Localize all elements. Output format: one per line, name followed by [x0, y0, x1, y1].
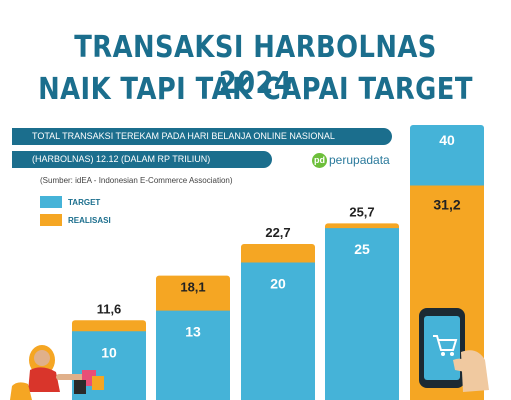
label-realisasi: 31,2 [433, 197, 460, 213]
label-realisasi: 22,7 [265, 225, 290, 240]
brand-logo-text: perupadata [329, 153, 390, 167]
label-realisasi: 11,6 [97, 301, 122, 316]
label-realisasi: 25,7 [349, 204, 374, 219]
bar-target [156, 310, 230, 400]
bar-target [325, 228, 399, 400]
legend-target-swatch [40, 196, 62, 208]
subtitle-line-2: (HARBOLNAS) 12.12 (DALAM RP TRILIUN) [12, 151, 272, 168]
legend-realisasi-swatch [40, 214, 62, 226]
label-target: 40 [439, 132, 455, 148]
chart-title-line-2: NAIK TAPI TAK CAPAI TARGET [38, 72, 473, 107]
shopper-illustration [10, 345, 104, 400]
legend-target-label: TARGET [68, 198, 101, 207]
legend-realisasi-label: REALISASI [68, 216, 111, 225]
label-target: 10 [101, 344, 117, 360]
brand-logo: pd perupadata [312, 152, 390, 168]
source-note: (Sumber: idEA - Indonesian E-Commerce As… [40, 176, 233, 185]
label-target: 25 [354, 241, 370, 257]
label-target: 13 [185, 324, 201, 340]
chart-title-line-1: TRANSAKSI HARBOLNAS 2024 [74, 30, 437, 101]
subtitle-line-1: TOTAL TRANSAKSI TEREKAM PADA HARI BELANJ… [12, 128, 392, 145]
phone-cart-illustration [419, 308, 489, 392]
label-target: 20 [270, 276, 286, 292]
bar-target [241, 262, 315, 400]
brand-logo-icon: pd [312, 152, 327, 168]
label-realisasi: 18,1 [180, 280, 205, 295]
